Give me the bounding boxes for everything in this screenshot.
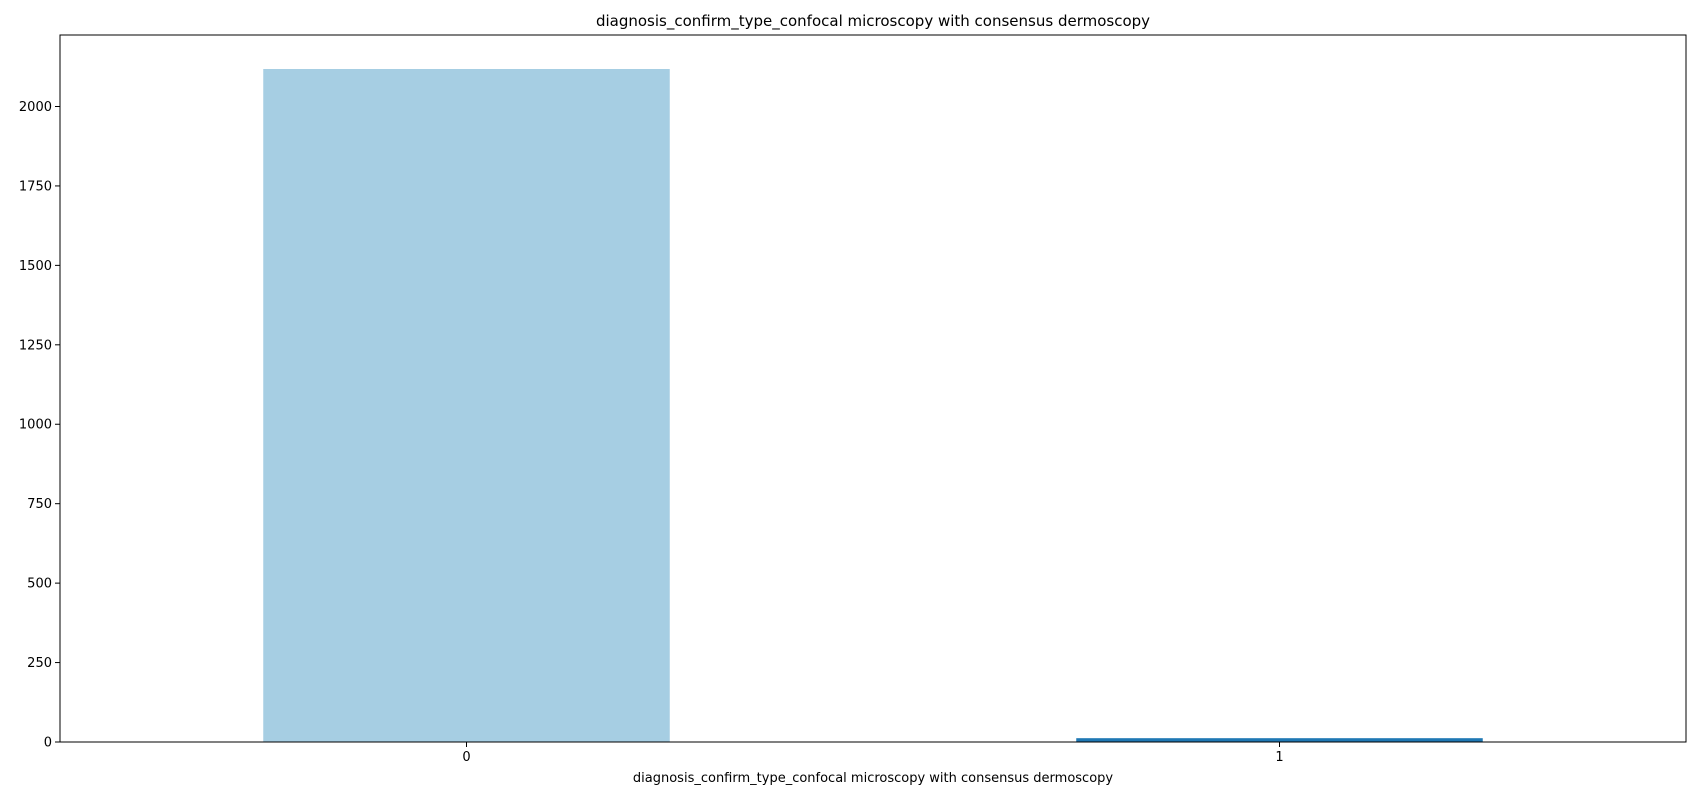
y-tick-label: 500 <box>27 577 52 592</box>
y-tick-label: 0 <box>44 736 52 751</box>
bar-0 <box>263 68 670 742</box>
x-axis-label: diagnosis_confirm_type_confocal microsco… <box>633 771 1113 786</box>
chart-title: diagnosis_confirm_type_confocal microsco… <box>596 12 1150 31</box>
plot-area <box>263 68 1483 742</box>
y-axis: 0 250 500 750 1000 1250 1500 1750 2000 <box>19 100 60 751</box>
x-tick-label: 0 <box>462 750 470 765</box>
y-tick-label: 1250 <box>19 338 52 353</box>
axes-frame <box>59 34 1687 743</box>
y-tick-label: 2000 <box>19 100 52 115</box>
bar-1 <box>1076 738 1483 742</box>
x-tick-label: 1 <box>1275 750 1283 765</box>
y-tick-label: 1500 <box>19 259 52 274</box>
y-tick-label: 750 <box>27 497 52 512</box>
y-tick-label: 1000 <box>19 418 52 433</box>
y-tick-label: 250 <box>27 656 52 671</box>
y-tick-label: 1750 <box>19 179 52 194</box>
